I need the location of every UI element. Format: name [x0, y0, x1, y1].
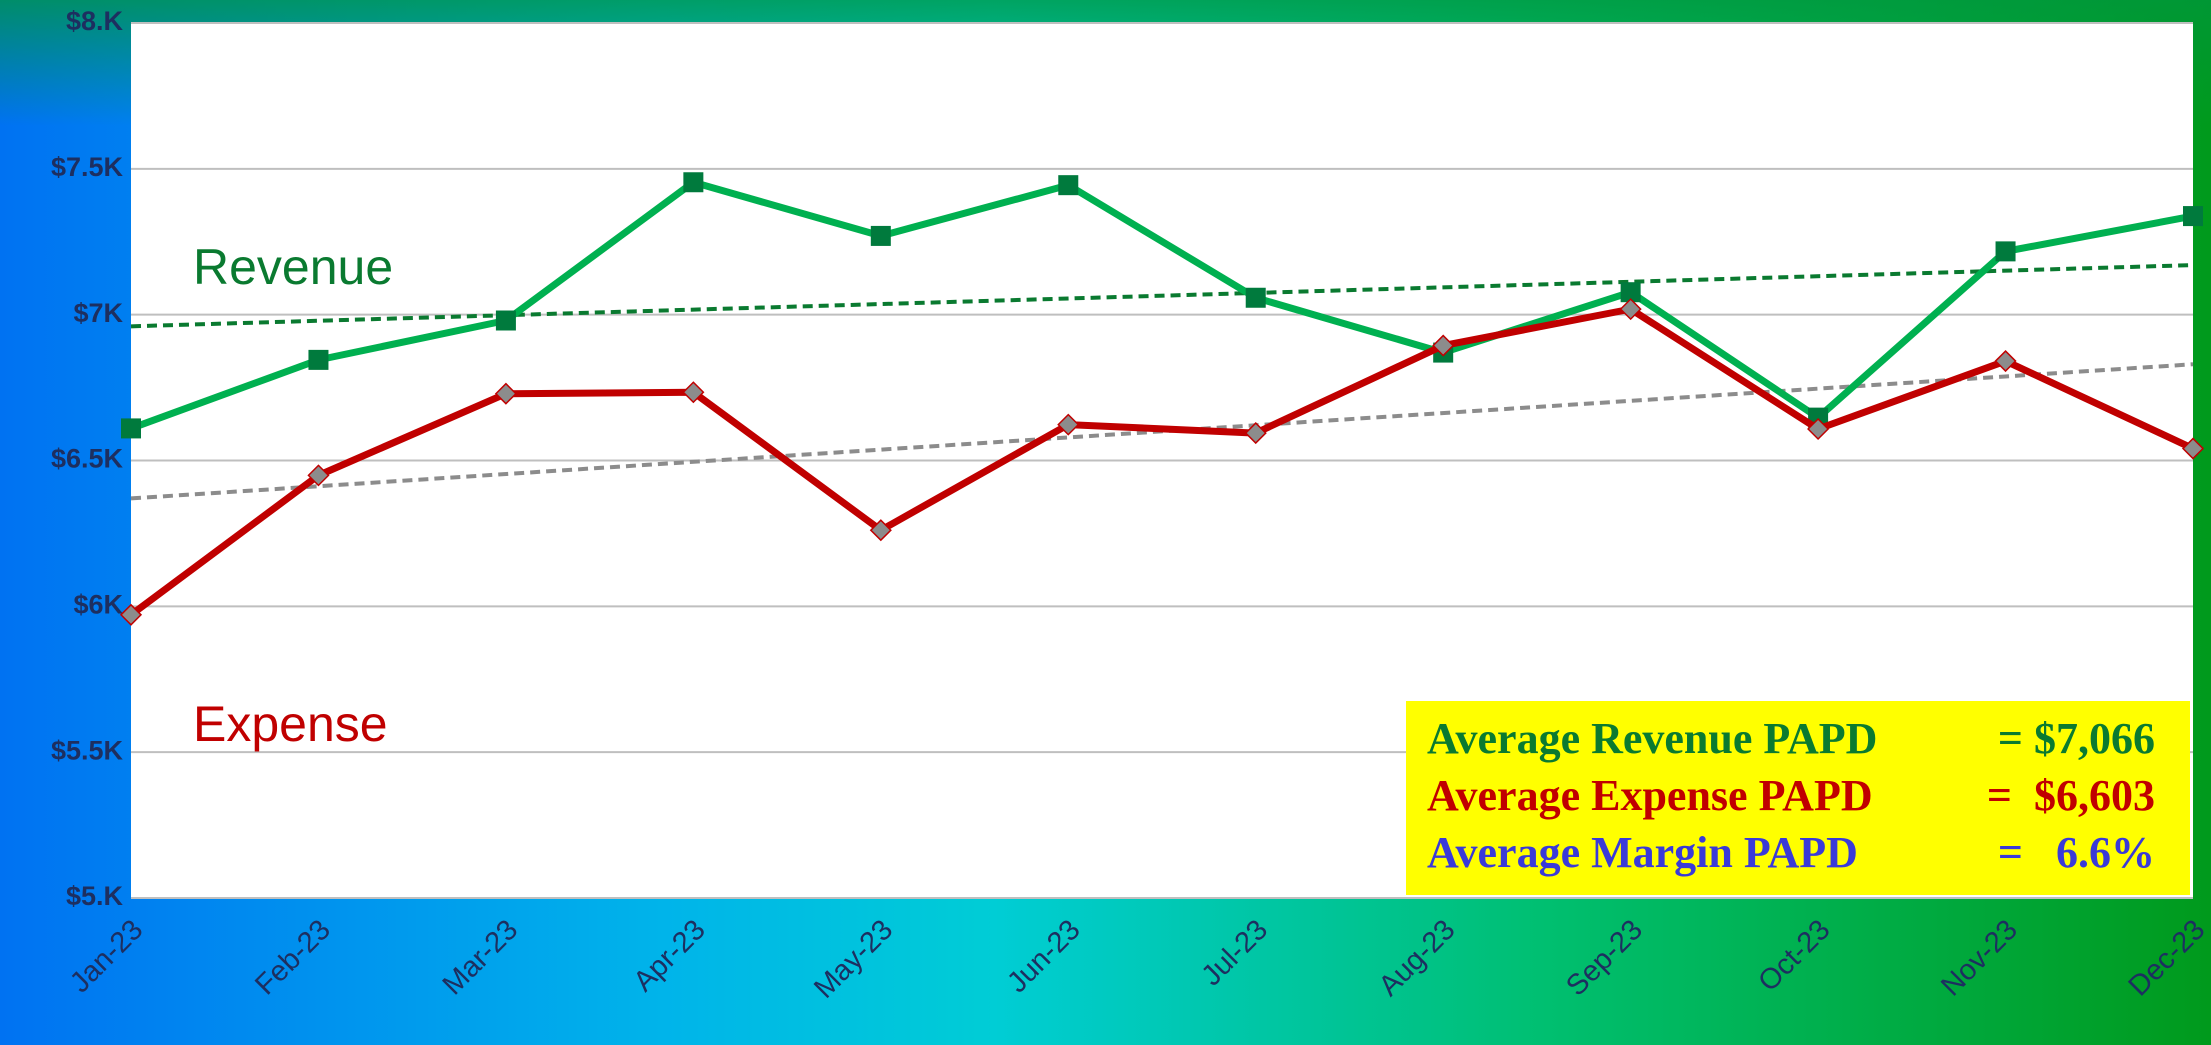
x-tick-label: Apr-23 [628, 914, 712, 998]
series-line [128, 305, 2195, 618]
marker [119, 603, 143, 626]
x-tick-label: Jun-23 [1001, 914, 1086, 999]
annotation-box [1406, 701, 2190, 895]
series-label: Expense [193, 696, 388, 752]
x-tick-label: Jul-23 [1196, 914, 1274, 992]
y-tick-label: $5.5K [51, 735, 124, 765]
marker [682, 381, 705, 404]
y-tick-label: $7K [73, 298, 123, 328]
marker [2181, 437, 2205, 460]
annotation-value: = $7,066 [1998, 714, 2155, 763]
x-tick-label: Aug-23 [1373, 914, 1462, 1003]
x-tick-label: Sep-23 [1560, 914, 1649, 1003]
marker [869, 519, 892, 542]
annotation-value: = 6.6% [1998, 828, 2155, 877]
x-tick-label: Nov-23 [1935, 914, 2024, 1003]
y-tick-label: $8.K [66, 6, 124, 36]
marker [1995, 241, 2016, 262]
x-tick-label: Jan-23 [64, 914, 149, 999]
marker [121, 418, 141, 439]
x-tick-label: May-23 [808, 914, 899, 1005]
marker [1057, 413, 1080, 436]
marker [1807, 417, 1830, 441]
x-tick-label: Feb-23 [249, 914, 337, 1002]
x-tick-label: Dec-23 [2123, 914, 2211, 1003]
series-label: Revenue [193, 239, 393, 295]
series-line [129, 178, 2194, 432]
marker [2183, 206, 2203, 227]
x-tick-label: Oct-23 [1752, 914, 1836, 998]
y-tick-label: $6K [73, 589, 123, 619]
annotation-label: Average Expense PAPD [1427, 771, 1873, 820]
marker [870, 225, 891, 246]
marker [1432, 334, 1455, 357]
annotation-value: = $6,603 [1987, 771, 2155, 820]
y-tick-label: $7.5K [51, 152, 124, 182]
x-tick-label: Mar-23 [437, 914, 525, 1002]
trend-line [130, 263, 2194, 329]
annotation-label: Average Revenue PAPD [1427, 714, 1877, 763]
annotation-label: Average Margin PAPD [1427, 828, 1858, 877]
marker [1058, 175, 1079, 196]
marker [495, 310, 516, 331]
marker [1245, 287, 1266, 308]
marker [1244, 422, 1267, 445]
y-tick-label: $5.K [66, 881, 124, 911]
marker [1994, 349, 2017, 373]
marker [683, 172, 704, 193]
marker [494, 382, 517, 405]
marker [308, 349, 329, 370]
y-tick-label: $6.5K [51, 444, 124, 474]
marker [1620, 282, 1641, 303]
marker [1619, 298, 1642, 321]
marker [307, 464, 330, 487]
